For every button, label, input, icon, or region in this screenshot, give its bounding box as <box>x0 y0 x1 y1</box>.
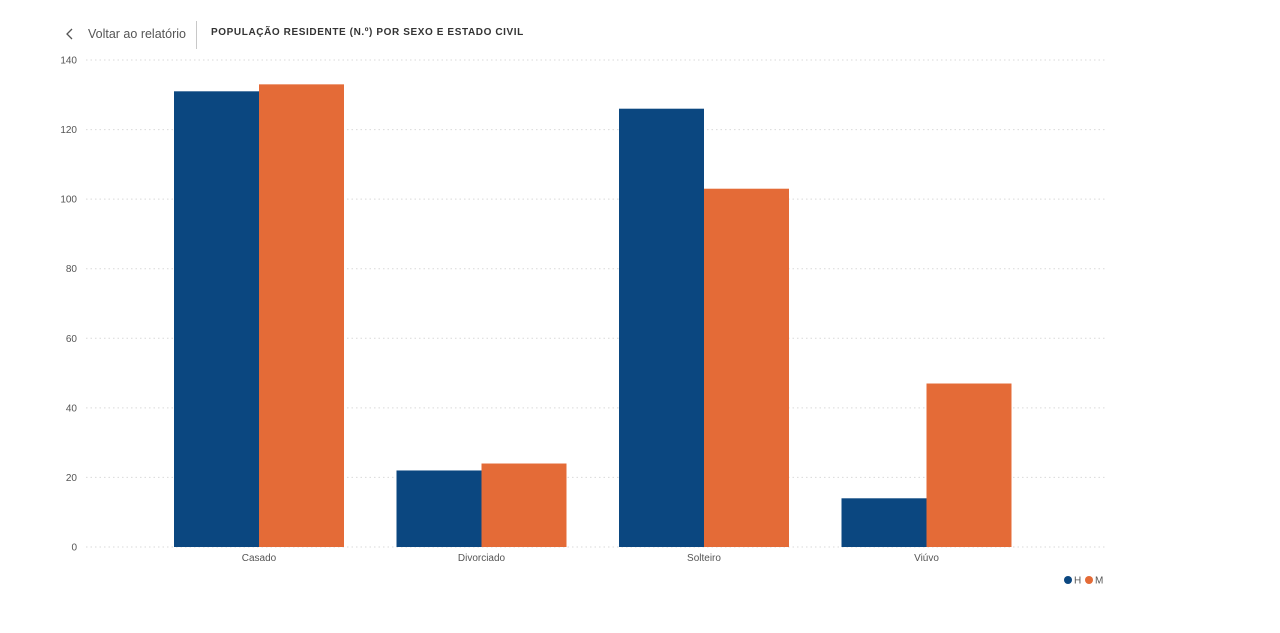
chevron-left-icon <box>60 24 80 44</box>
bar-m-solteiro[interactable] <box>704 188 789 547</box>
bar-h-solteiro[interactable] <box>619 108 704 547</box>
legend-label: M <box>1095 576 1103 587</box>
legend-item-m[interactable]: M <box>1085 576 1103 587</box>
header-divider <box>196 21 197 49</box>
y-tick-label: 100 <box>60 195 77 206</box>
bars[interactable] <box>174 84 1012 548</box>
x-tick-label: Divorciado <box>458 553 506 564</box>
legend-label: H <box>1074 576 1081 587</box>
back-to-report-button[interactable]: Voltar ao relatório <box>60 22 186 46</box>
x-tick-label: Viúvo <box>914 553 939 564</box>
bar-m-viúvo[interactable] <box>926 383 1012 547</box>
y-tick-label: 140 <box>60 56 77 67</box>
x-tick-label: Solteiro <box>687 553 721 564</box>
top-bar: Voltar ao relatório POPULAÇÃO RESIDENTE … <box>0 0 1280 52</box>
y-tick-label: 20 <box>66 473 78 484</box>
gridlines <box>86 59 1106 548</box>
x-axis: Casado Divorciado Solteiro Viúvo <box>242 553 940 564</box>
y-axis: 0 20 40 60 80 100 120 140 <box>60 56 77 554</box>
bar-h-viúvo[interactable] <box>841 498 927 547</box>
legend-item-h[interactable]: H <box>1064 576 1081 587</box>
bar-h-casado[interactable] <box>174 91 259 548</box>
x-tick-label: Casado <box>242 553 277 564</box>
y-tick-label: 80 <box>66 264 78 275</box>
legend-marker <box>1064 576 1072 584</box>
y-tick-label: 0 <box>71 543 77 554</box>
bar-m-divorciado[interactable] <box>481 463 567 547</box>
y-tick-label: 40 <box>66 403 78 414</box>
bar-m-casado[interactable] <box>259 84 344 547</box>
legend-marker <box>1085 576 1093 584</box>
y-tick-label: 60 <box>66 334 78 345</box>
bar-h-divorciado[interactable] <box>396 470 482 547</box>
back-button-label: Voltar ao relatório <box>88 27 186 41</box>
y-tick-label: 120 <box>60 125 77 136</box>
chart-title: POPULAÇÃO RESIDENTE (N.º) POR SEXO E EST… <box>211 27 524 38</box>
